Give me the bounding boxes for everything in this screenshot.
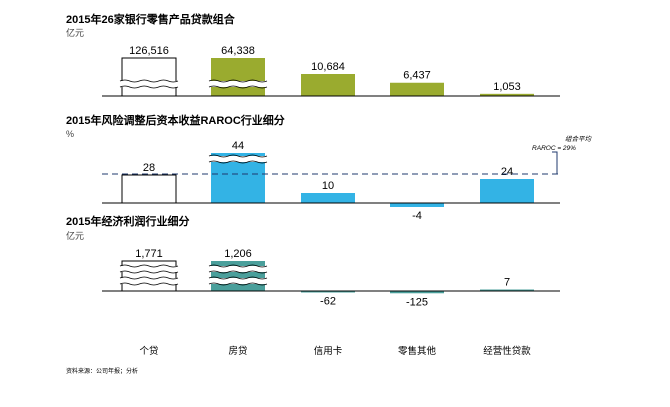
panel3-bar-3 (301, 291, 355, 293)
panel3-break-line-upper-2 (208, 264, 268, 268)
panel2-title: 2015年风险调整后资本收益RAROC行业细分 (66, 113, 285, 127)
panel1-title: 2015年26家银行零售产品贷款组合 (66, 12, 236, 26)
panel3-bar-5 (480, 289, 534, 291)
category-label-5: 经营性贷款 (483, 345, 531, 357)
panel1-bar-1 (121, 57, 177, 97)
category-label-3: 信用卡 (314, 345, 343, 357)
panel2-bar-3 (301, 193, 355, 203)
panel1-value-label-4: 6,437 (403, 70, 431, 82)
panel1-value-label-5: 1,053 (493, 81, 521, 93)
panel3-break-line-lower-2 (208, 270, 268, 274)
panel3-bar-4 (390, 291, 444, 294)
average-raroc-label-line1: 组合平均 (565, 135, 593, 143)
panel2-value-label-3: 10 (322, 180, 334, 192)
panel3-break-line-upper-2 (208, 276, 268, 280)
panel2-value-label-5: 24 (501, 166, 513, 178)
panel1-bar-2 (211, 58, 265, 96)
panel2-break-line-upper-2 (208, 154, 268, 158)
panel1-break-line-lower-2 (208, 85, 268, 89)
average-raroc-bracket (552, 151, 558, 174)
source-note: 资料来源：公司年报；分析 (66, 367, 138, 375)
category-label-4: 零售其他 (398, 345, 437, 357)
panel2-break-gap-2 (209, 156, 267, 162)
panel3-value-label-1: 1,771 (135, 248, 163, 260)
panel2-value-label-4: -4 (412, 210, 422, 222)
panel3-break-line-lower-1 (119, 282, 179, 286)
panel3-break-gap-2 (209, 278, 267, 284)
panel2-bar-5 (480, 179, 534, 203)
panel2-value-label-1: 28 (143, 162, 155, 174)
panel1-bar-3 (301, 74, 355, 96)
panel3-unit: 亿元 (66, 230, 84, 241)
panel2-unit: % (66, 129, 74, 139)
panel1-break-line-lower-1 (119, 85, 179, 89)
panel3-break-gap-1 (120, 278, 178, 284)
panel3-break-gap-2 (209, 266, 267, 272)
category-label-2: 房贷 (228, 345, 247, 357)
panel3-value-label-2: 1,206 (224, 248, 252, 260)
panel1-break-gap-1 (120, 81, 178, 87)
panel1-break-line-upper-2 (208, 79, 268, 83)
panel2-bar-4 (390, 203, 444, 207)
panel1-break-gap-2 (209, 81, 267, 87)
panel3-break-gap-1 (120, 266, 178, 272)
panel3-break-line-lower-2 (208, 282, 268, 286)
category-label-1: 个贷 (139, 345, 158, 357)
panel2-break-line-lower-2 (208, 160, 268, 164)
panel3-title: 2015年经济利润行业细分 (66, 214, 189, 228)
panel3-break-line-upper-1 (119, 276, 179, 280)
panel3-break-line-lower-1 (119, 270, 179, 274)
panel3-break-line-upper-1 (119, 264, 179, 268)
panel1-unit: 亿元 (66, 27, 84, 38)
panel1-value-label-1: 126,516 (129, 45, 169, 57)
panel2-bar-1 (121, 174, 177, 204)
panel3-value-label-3: -62 (320, 296, 336, 308)
panel1-bar-5 (480, 93, 534, 96)
panel1-value-label-3: 10,684 (311, 61, 345, 73)
average-raroc-label-line2: RAROC = 29% (532, 145, 576, 152)
panel2-value-label-2: 44 (232, 140, 244, 152)
panel3-value-label-5: 7 (504, 277, 510, 289)
panel1-bar-4 (390, 82, 444, 96)
panel3-value-label-4: -125 (406, 296, 428, 308)
panel1-value-label-2: 64,338 (221, 45, 255, 57)
panel1-break-line-upper-1 (119, 79, 179, 83)
